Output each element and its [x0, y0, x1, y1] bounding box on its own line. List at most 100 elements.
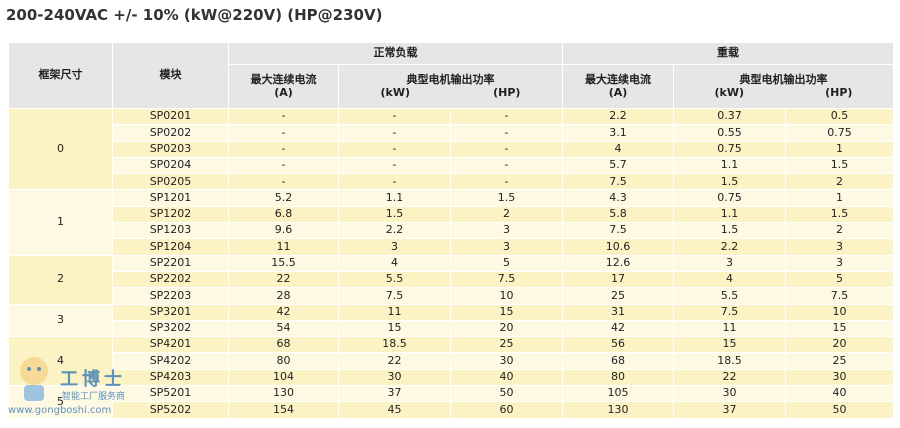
- label: 典型电机输出功率: [406, 72, 495, 86]
- value-cell: 20: [450, 319, 563, 338]
- value-cell: 17: [562, 270, 674, 289]
- frame-cell: 0: [8, 107, 113, 191]
- value-cell: -: [450, 156, 563, 175]
- value-cell: 2: [785, 222, 894, 240]
- watermark: 工博士 智能工厂服务商 www.gongboshi.com: [8, 345, 143, 425]
- value-cell: 28: [228, 287, 339, 305]
- value-cell: 1.5: [673, 173, 786, 191]
- module-cell: SP0203: [112, 140, 229, 158]
- group-header: 重载: [562, 42, 894, 65]
- brand: 工博士: [60, 369, 126, 390]
- row: SP0203- - -4 0.75 1: [9, 140, 894, 158]
- value-cell: 25: [450, 336, 563, 354]
- logo: [20, 357, 48, 401]
- unit: (A): [608, 85, 628, 99]
- value-cell: 5.2: [228, 189, 339, 207]
- row: 1 SP1201 5.2 1.1 1.5 4.3 0.75 1: [8, 189, 894, 256]
- value-cell: 80: [228, 352, 339, 370]
- module-cell: SP1204: [112, 238, 229, 256]
- value-cell: 3: [785, 254, 894, 272]
- value-cell: -: [338, 124, 451, 142]
- value-cell: -: [228, 156, 339, 175]
- value-cell: 0.75: [785, 124, 894, 142]
- value-cell: 4.3: [562, 189, 674, 207]
- power-header: 典型电机输出功率 (kW) (HP): [673, 64, 894, 109]
- module-cell: SP2202: [112, 270, 229, 289]
- value-cell: 3: [785, 238, 894, 256]
- value-cell: 1.5: [785, 156, 894, 175]
- value-cell: 25: [562, 287, 674, 305]
- row: 2 SP2201 15.5 4 5 12.6 3 3: [8, 254, 894, 305]
- value-cell: 50: [785, 401, 894, 419]
- value-cell: 3: [450, 222, 563, 240]
- value-cell: 1.1: [673, 156, 786, 175]
- slogan: 智能工厂服务商: [62, 392, 126, 402]
- value-cell: 15: [673, 336, 786, 354]
- row: SP1203 9.6 2.2 3 7.5 1.5 2: [9, 222, 894, 240]
- value-cell: -: [450, 173, 563, 191]
- row: 0 SP0201- - -2.2 0.37 0.5: [8, 107, 894, 191]
- module-cell: SP1201: [112, 189, 229, 207]
- value-cell: -: [228, 124, 339, 142]
- value-cell: 2.2: [338, 222, 451, 240]
- value-cell: 15: [338, 319, 451, 338]
- value-cell: 3.1: [562, 124, 674, 142]
- value-cell: 1.5: [673, 222, 786, 240]
- value-cell: 1: [785, 140, 894, 158]
- value-cell: 10.6: [562, 238, 674, 256]
- value-cell: 5: [450, 254, 563, 272]
- value-cell: 3: [673, 254, 786, 272]
- row: SP2203 28 7.5 10 25 5.5 7.5: [9, 287, 894, 305]
- value-cell: 0.37: [673, 107, 786, 126]
- row: SP0204- - -5.7 1.1 1.5: [9, 156, 894, 175]
- value-cell: -: [338, 140, 451, 158]
- value-cell: 5.5: [338, 270, 451, 289]
- value-cell: 0.5: [785, 107, 894, 126]
- value-cell: 1.5: [450, 189, 563, 207]
- row: SP0202- - -3.1 0.55 0.75: [9, 124, 894, 142]
- value-cell: 18.5: [673, 352, 786, 370]
- current-header: 最大连续电流 (A): [228, 64, 339, 109]
- value-cell: 105: [562, 385, 674, 403]
- value-cell: 20: [785, 336, 894, 354]
- value-cell: 37: [338, 385, 451, 403]
- value-cell: 3: [338, 238, 451, 256]
- value-cell: 154: [228, 401, 339, 419]
- value-cell: 130: [562, 401, 674, 419]
- value-cell: -: [450, 124, 563, 142]
- value-cell: 3: [450, 238, 563, 256]
- value-cell: 30: [338, 368, 451, 387]
- value-cell: 22: [673, 368, 786, 387]
- value-cell: 130: [228, 385, 339, 403]
- value-cell: 30: [785, 368, 894, 387]
- unit: (HP): [493, 85, 521, 99]
- module-cell: SP5201: [112, 385, 229, 403]
- spec-table: 框架尺寸 模块 正常负载 重载 最大连续电流 (A) 典型电机输出功率 (kW) (H…: [8, 42, 894, 419]
- group-header: 正常负载: [228, 42, 563, 65]
- module-cell: SP3201: [112, 303, 229, 321]
- value-cell: 4: [673, 270, 786, 289]
- url: www.gongboshi.com: [8, 405, 112, 416]
- value-cell: 40: [450, 368, 563, 387]
- value-cell: 7.5: [562, 222, 674, 240]
- value-cell: 104: [228, 368, 339, 387]
- module-cell: SP1203: [112, 222, 229, 240]
- value-cell: 15: [450, 303, 563, 321]
- value-cell: 30: [450, 352, 563, 370]
- module-cell: SP5202: [112, 401, 229, 419]
- value-cell: -: [338, 107, 451, 126]
- value-cell: 12.6: [562, 254, 674, 272]
- value-cell: 80: [562, 368, 674, 387]
- value-cell: 2.2: [673, 238, 786, 256]
- row: SP2202 22 5.5 7.5 17 4 5: [9, 270, 894, 289]
- value-cell: 7.5: [450, 270, 563, 289]
- module-cell: SP0202: [112, 124, 229, 142]
- value-cell: 68: [562, 352, 674, 370]
- unit: (HP): [825, 85, 853, 99]
- value-cell: 50: [450, 385, 563, 403]
- value-cell: 30: [673, 385, 786, 403]
- frame-cell: 1: [8, 189, 113, 256]
- value-cell: 18.5: [338, 336, 451, 354]
- row: SP5202 154 45 60 130 37 50: [9, 401, 894, 419]
